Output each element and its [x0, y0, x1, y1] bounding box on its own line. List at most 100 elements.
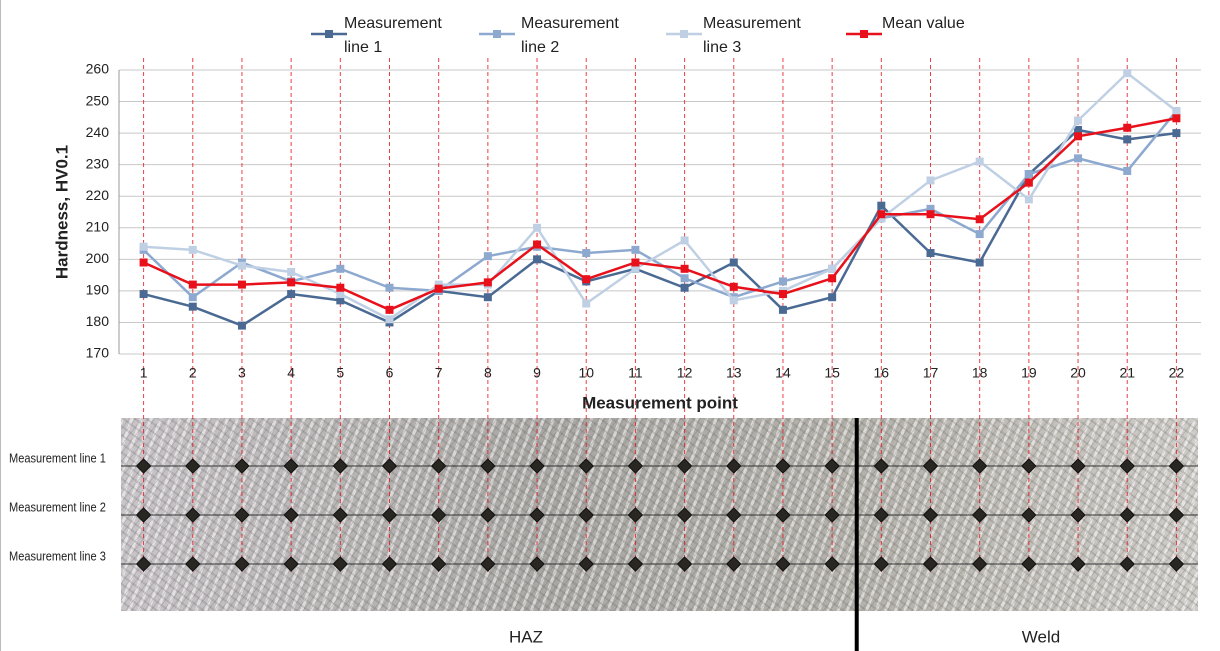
x-tick-label: 9 — [533, 365, 541, 381]
indent — [1070, 507, 1086, 523]
y-tick-label: 220 — [86, 187, 110, 203]
legend-label: Measurement line 2 — [521, 15, 619, 56]
row-label: Measurement line 3 — [9, 549, 106, 564]
indent — [1021, 458, 1037, 474]
indent — [430, 507, 447, 523]
x-tick-label: 11 — [628, 365, 643, 381]
indent — [430, 458, 447, 474]
point-marker — [287, 290, 296, 299]
point-marker — [336, 283, 345, 292]
indent — [873, 507, 890, 523]
indent — [480, 507, 496, 523]
indent — [1021, 556, 1037, 572]
indent — [283, 556, 299, 572]
x-tick-label: 22 — [1169, 365, 1185, 381]
series-line — [143, 128, 1177, 327]
point-marker — [926, 210, 935, 219]
x-tick-label: 3 — [238, 365, 246, 381]
indent — [332, 458, 349, 474]
point-marker — [483, 293, 492, 302]
series-line — [143, 71, 1178, 321]
indent — [529, 556, 545, 572]
point-marker — [1074, 132, 1083, 141]
indent — [676, 458, 693, 474]
indent — [381, 507, 398, 523]
point-marker — [336, 264, 345, 273]
point-marker — [237, 280, 246, 289]
indent — [726, 507, 742, 523]
legend-square — [493, 30, 501, 38]
point-marker — [631, 264, 640, 273]
point-marker — [237, 261, 246, 270]
indent — [824, 507, 840, 523]
indent — [971, 556, 988, 572]
x-tick-label: 4 — [287, 365, 295, 381]
indent — [480, 458, 496, 474]
legend-marker — [846, 30, 882, 38]
point-marker — [877, 201, 886, 210]
legend-marker — [666, 30, 702, 38]
x-tick-label: 7 — [435, 365, 443, 381]
point-marker — [1074, 116, 1083, 125]
region-label: Weld — [1022, 627, 1060, 646]
indent — [1119, 458, 1135, 474]
x-tick-label: 8 — [484, 365, 492, 381]
x-tick-label: 5 — [336, 365, 344, 381]
point-marker — [1074, 125, 1083, 134]
y-tick-label: 230 — [86, 155, 110, 171]
point-marker — [582, 299, 591, 308]
point-marker — [237, 321, 246, 330]
legend-square — [325, 30, 333, 38]
indent — [676, 556, 693, 572]
point-marker — [139, 290, 148, 299]
x-tick-label: 16 — [874, 365, 890, 381]
legend-marker — [311, 30, 347, 38]
point-marker — [287, 278, 296, 287]
y-tick-label: 240 — [86, 124, 110, 140]
point-marker — [188, 302, 197, 311]
point-marker — [778, 277, 787, 286]
point-marker — [975, 157, 984, 166]
indent — [332, 556, 349, 572]
point-marker — [483, 252, 492, 261]
indent — [234, 458, 250, 474]
indent — [1070, 556, 1086, 572]
legend-label: Measurement line 1 — [344, 15, 442, 56]
y-tick-label: 210 — [86, 218, 110, 234]
point-marker — [729, 258, 738, 267]
indent — [775, 507, 791, 523]
indent — [185, 458, 201, 474]
point-marker — [434, 280, 443, 289]
point-marker — [828, 264, 837, 273]
x-tick-label: 1 — [140, 365, 148, 381]
indent — [381, 458, 398, 474]
point-marker — [975, 258, 984, 267]
point-marker — [1024, 178, 1033, 187]
y-tick-label: 250 — [86, 92, 110, 108]
point-marker — [975, 215, 984, 224]
point-marker — [188, 293, 197, 302]
point-marker — [483, 278, 492, 287]
x-tick-label: 2 — [189, 365, 197, 381]
x-tick-label: 19 — [1021, 365, 1037, 381]
indent — [578, 507, 594, 523]
x-tick-label: 13 — [726, 365, 742, 381]
point-marker — [1123, 135, 1132, 144]
indent — [1119, 556, 1135, 572]
point-marker — [1123, 123, 1132, 132]
x-tick-label: 6 — [386, 365, 394, 381]
indent — [283, 507, 299, 523]
point-marker — [926, 249, 935, 258]
y-tick-label: 170 — [86, 345, 110, 361]
legend-marker — [479, 30, 515, 38]
x-tick-label: 21 — [1119, 365, 1135, 381]
indent — [922, 507, 939, 523]
series-line — [142, 110, 1178, 299]
x-tick-label: 17 — [923, 365, 939, 381]
point-marker — [975, 230, 984, 239]
point-marker — [434, 284, 443, 293]
point-marker — [1172, 129, 1181, 138]
indent — [234, 507, 250, 523]
point-marker — [533, 223, 542, 232]
